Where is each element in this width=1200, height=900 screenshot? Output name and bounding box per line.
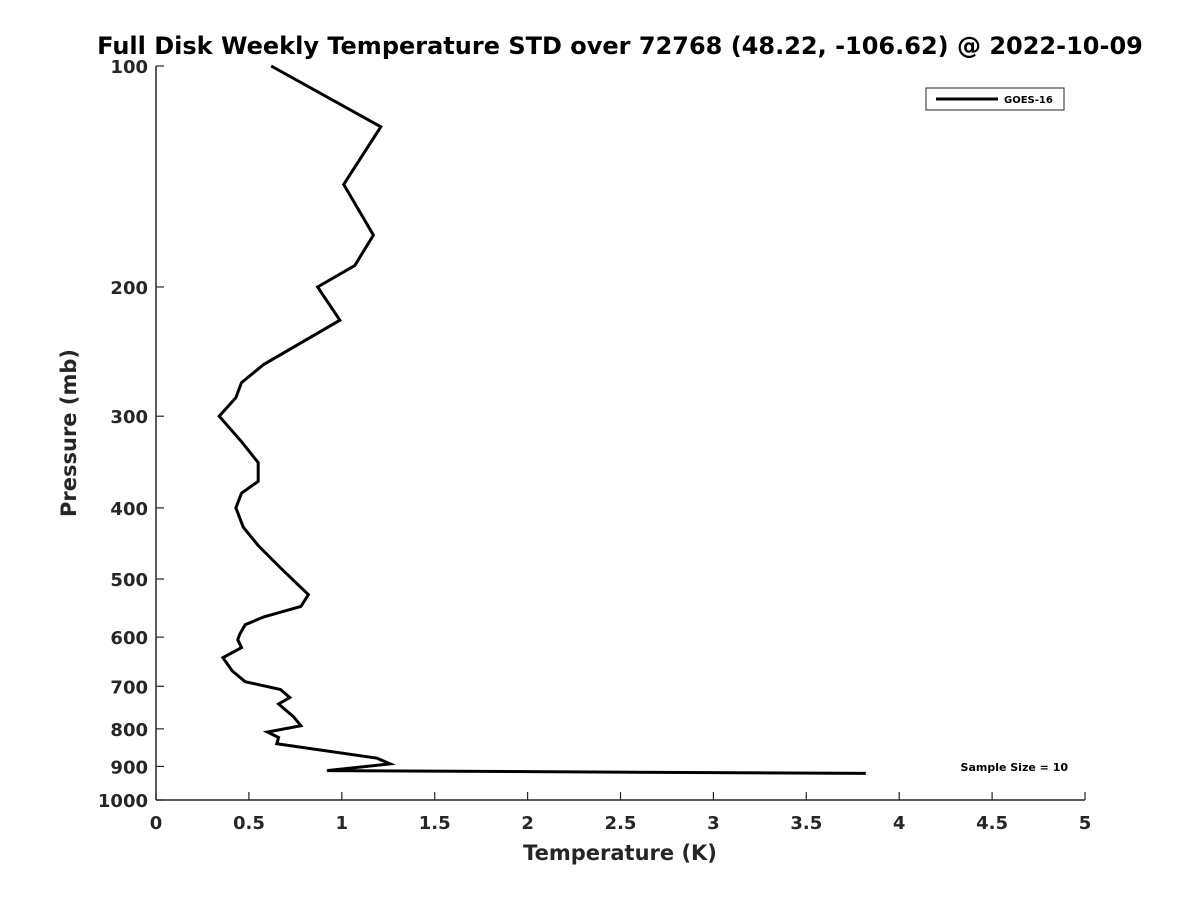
x-tick-label: 4.5	[976, 813, 1008, 834]
x-tick-label: 3	[707, 813, 720, 834]
sample-size-annotation: Sample Size = 10	[961, 761, 1069, 774]
y-tick-label: 800	[110, 720, 148, 741]
x-ticks: 0 0.5 1 1.5 2 2.5 3 3.5 4 4.5 5	[150, 792, 1092, 834]
chart-title: Full Disk Weekly Temperature STD over 72…	[97, 32, 1143, 60]
y-tick-label: 700	[110, 677, 148, 698]
y-tick-label: 200	[110, 278, 148, 299]
y-tick-label: 1000	[98, 791, 148, 812]
legend-label-goes-16: GOES-16	[1004, 95, 1053, 106]
y-tick-label: 100	[110, 57, 148, 78]
x-tick-label: 1	[336, 813, 349, 834]
x-tick-label: 0.5	[233, 813, 265, 834]
y-tick-label: 900	[110, 757, 148, 778]
series-line-goes-16	[217, 64, 866, 775]
x-tick-label: 1.5	[419, 813, 451, 834]
x-axis-label: Temperature (K)	[523, 841, 717, 865]
y-ticks: 100 200 300 400 500 600 700 800 900 1000	[98, 57, 164, 812]
x-tick-label: 2	[521, 813, 534, 834]
x-tick-label: 2.5	[605, 813, 637, 834]
legend: GOES-16	[925, 87, 1065, 111]
x-tick-label: 3.5	[790, 813, 822, 834]
y-tick-label: 600	[110, 628, 148, 649]
y-tick-label: 500	[110, 570, 148, 591]
x-tick-label: 4	[893, 813, 906, 834]
y-tick-label: 300	[110, 407, 148, 428]
x-tick-label: 5	[1079, 813, 1092, 834]
y-tick-label: 400	[110, 499, 148, 520]
series-layer	[217, 64, 866, 775]
y-axis-label: Pressure (mb)	[57, 349, 81, 517]
x-tick-label: 0	[150, 813, 163, 834]
